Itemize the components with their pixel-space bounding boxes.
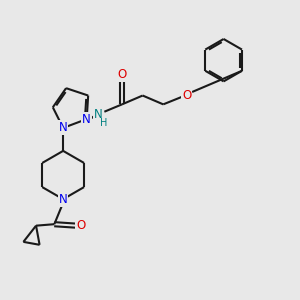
Text: N: N — [59, 193, 68, 206]
Text: N: N — [94, 108, 103, 121]
Text: N: N — [82, 112, 91, 126]
Text: O: O — [117, 68, 127, 81]
Text: H: H — [100, 118, 107, 128]
Text: O: O — [76, 219, 86, 232]
Text: N: N — [59, 122, 68, 134]
Text: O: O — [182, 89, 191, 102]
